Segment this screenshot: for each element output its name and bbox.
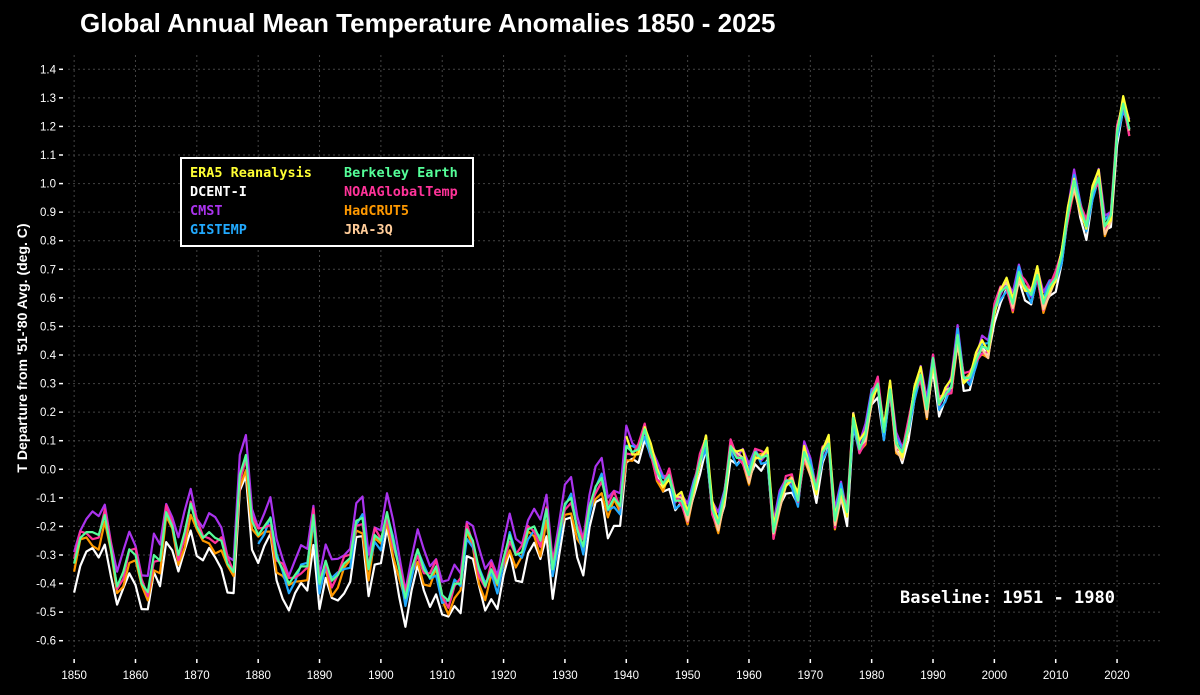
x-tick-label: 1900 bbox=[368, 670, 394, 682]
legend-item: NOAAGlobalTemp bbox=[344, 184, 458, 200]
legend-item: ERA5 Reanalysis bbox=[190, 165, 312, 181]
y-tick-label: 1.1 bbox=[40, 150, 56, 162]
x-tick-label: 1950 bbox=[675, 670, 701, 682]
y-tick-label: -0.3 bbox=[36, 550, 56, 562]
x-tick-label: 1890 bbox=[307, 670, 333, 682]
x-tick-label: 2020 bbox=[1104, 670, 1130, 682]
y-tick-label: 0.7 bbox=[40, 264, 56, 276]
baseline-annotation: Baseline: 1951 - 1980 bbox=[900, 588, 1115, 608]
legend: ERA5 Reanalysis DCENT-I CMST GISTEMP Berkele… bbox=[180, 157, 474, 247]
y-tick-label: 0.2 bbox=[40, 407, 56, 419]
series-line-era5-reanalysis bbox=[625, 94, 1131, 526]
y-tick-label: -0.2 bbox=[36, 521, 56, 533]
x-tick-label: 1910 bbox=[429, 670, 455, 682]
x-tick-label: 1960 bbox=[736, 670, 762, 682]
series-line-berkeley-earth bbox=[73, 102, 1131, 602]
x-tick-label: 1860 bbox=[123, 670, 149, 682]
x-tick-label: 1980 bbox=[859, 670, 885, 682]
y-tick-label: -0.4 bbox=[36, 579, 56, 591]
y-tick-label: -0.1 bbox=[36, 493, 56, 505]
legend-item: CMST bbox=[190, 203, 223, 219]
y-tick-label: 0.0 bbox=[40, 464, 56, 476]
y-tick-label: -0.5 bbox=[36, 607, 56, 619]
x-tick-label: 1930 bbox=[552, 670, 578, 682]
series-line-jra-3q bbox=[668, 97, 1131, 535]
legend-item: HadCRUT5 bbox=[344, 203, 410, 219]
chart-title: Global Annual Mean Temperature Anomalies… bbox=[80, 8, 776, 38]
x-tick-label: 1920 bbox=[491, 670, 517, 682]
y-tick-label: 1.2 bbox=[40, 121, 56, 133]
x-tick-label: 2000 bbox=[982, 670, 1008, 682]
y-tick-label: 0.1 bbox=[40, 436, 56, 448]
x-tick-label: 1940 bbox=[613, 670, 639, 682]
legend-item: GISTEMP bbox=[190, 222, 247, 238]
x-tick-label: 1870 bbox=[184, 670, 210, 682]
x-tick-label: 1880 bbox=[245, 670, 271, 682]
legend-item: DCENT-I bbox=[190, 184, 247, 200]
y-tick-label: 0.5 bbox=[40, 321, 56, 333]
y-tick-label: 0.4 bbox=[40, 350, 57, 362]
legend-item: Berkeley Earth bbox=[344, 165, 458, 181]
y-tick-label: 0.9 bbox=[40, 207, 56, 219]
y-tick-label: 0.8 bbox=[40, 236, 56, 248]
x-tick-label: 2010 bbox=[1043, 670, 1069, 682]
y-tick-label: 1.4 bbox=[40, 64, 57, 76]
y-tick-label: 0.6 bbox=[40, 293, 56, 305]
y-tick-label: -0.6 bbox=[36, 636, 56, 648]
x-tick-label: 1850 bbox=[61, 670, 87, 682]
y-tick-label: 1.0 bbox=[40, 179, 56, 191]
y-tick-label: 0.3 bbox=[40, 379, 56, 391]
y-tick-label: 1.3 bbox=[40, 93, 56, 105]
x-tick-label: 1990 bbox=[920, 670, 946, 682]
x-tick-label: 1970 bbox=[798, 670, 824, 682]
legend-item: JRA-3Q bbox=[344, 222, 393, 238]
